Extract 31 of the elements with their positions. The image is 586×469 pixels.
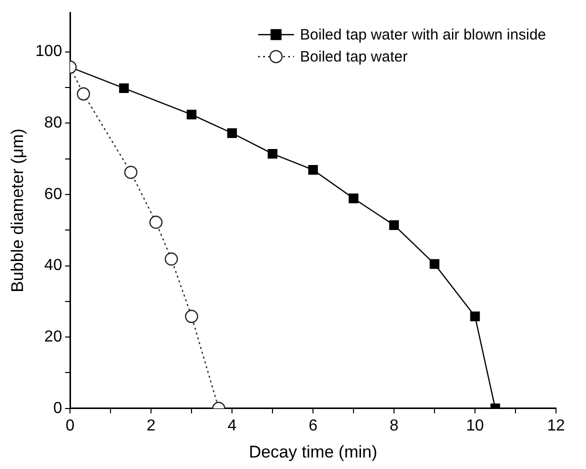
point (308, 165, 318, 175)
x-tick-label: 10 (466, 417, 484, 434)
point (184, 310, 198, 324)
point (186, 110, 196, 120)
point (76, 87, 90, 100)
x-axis-title: Decay time (min) (248, 442, 378, 462)
point (227, 128, 237, 138)
y-tick-label: 40 (44, 257, 62, 274)
legend-label: Boiled tap water with air blown inside (300, 26, 546, 44)
y-tick-label: 100 (35, 43, 62, 60)
x-tick-label: 12 (547, 417, 565, 434)
point (389, 220, 399, 230)
y-tick-label: 20 (44, 328, 62, 346)
x-tick-label: 8 (390, 417, 399, 434)
y-tick-label: 60 (44, 186, 62, 203)
point (164, 252, 178, 266)
point (268, 148, 278, 159)
point (149, 216, 163, 229)
point (348, 194, 358, 204)
point (430, 259, 440, 269)
point (470, 312, 480, 322)
x-tick-label: 2 (146, 417, 156, 434)
y-tick-label: 0 (53, 400, 62, 417)
y-tick-label: 80 (44, 114, 62, 132)
point (119, 83, 129, 94)
y-axis-title: Bubble diameter (μm) (8, 128, 27, 292)
x-tick-label: 6 (308, 417, 318, 434)
legend-label: Boiled tap water (300, 48, 408, 66)
point (124, 166, 138, 179)
x-tick-label: 0 (66, 417, 75, 434)
x-tick-label: 4 (228, 417, 237, 434)
